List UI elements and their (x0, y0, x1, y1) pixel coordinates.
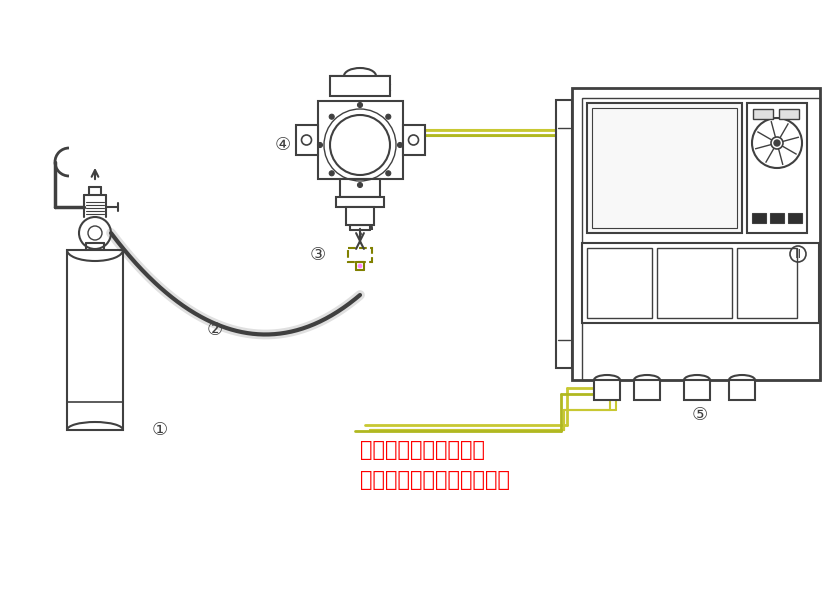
Circle shape (329, 114, 334, 119)
Circle shape (386, 170, 391, 176)
Bar (587, 103, 742, 233)
Bar (594, 380, 620, 400)
Text: Ⅱ: Ⅱ (795, 247, 801, 260)
Bar (779, 109, 799, 119)
Bar (295, 125, 318, 155)
Text: ③: ③ (310, 246, 326, 264)
Bar (572, 88, 820, 380)
Circle shape (771, 137, 783, 149)
Bar (330, 76, 390, 96)
Bar (634, 380, 660, 400)
Bar (729, 380, 755, 400)
Bar (318, 101, 403, 179)
Circle shape (318, 143, 323, 147)
Text: ②: ② (207, 321, 223, 339)
Bar (770, 213, 784, 223)
Bar (737, 248, 797, 318)
Bar (788, 213, 802, 223)
Bar (752, 213, 766, 223)
Bar (657, 248, 732, 318)
Bar (67, 250, 123, 430)
Circle shape (330, 115, 390, 175)
Circle shape (386, 114, 391, 119)
Bar (348, 248, 372, 262)
Circle shape (398, 143, 403, 147)
Bar (684, 380, 710, 400)
Text: ⑤: ⑤ (692, 406, 708, 424)
Bar (587, 248, 652, 318)
Circle shape (358, 264, 362, 268)
Circle shape (358, 102, 363, 108)
Bar (582, 243, 819, 323)
Bar (346, 207, 374, 225)
Bar (582, 98, 820, 380)
Bar (403, 125, 424, 155)
Bar (592, 108, 737, 228)
Text: 武汉凯迪正大电气有限公司: 武汉凯迪正大电气有限公司 (360, 470, 510, 490)
Bar (340, 179, 380, 197)
Text: ①: ① (152, 421, 168, 439)
Bar (747, 103, 807, 233)
Text: ④: ④ (275, 136, 291, 154)
Circle shape (774, 140, 780, 146)
Bar (336, 197, 384, 207)
Bar (753, 109, 773, 119)
Circle shape (358, 182, 363, 188)
Text: 可燃气体在线监测系统: 可燃气体在线监测系统 (360, 440, 485, 460)
Bar (556, 100, 572, 368)
Circle shape (329, 170, 334, 176)
